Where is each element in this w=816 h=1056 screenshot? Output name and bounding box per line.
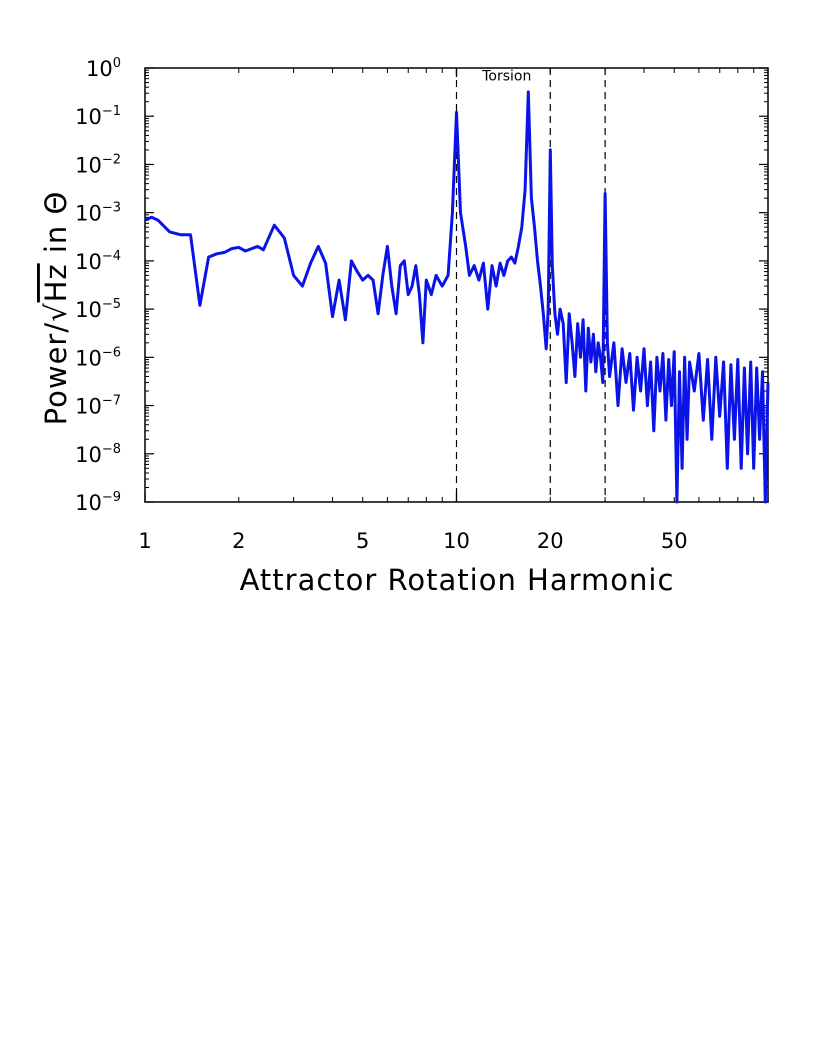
y-tick-label: 10−7 [75,394,121,419]
x-tick-label: 20 [537,529,564,553]
x-tick-label: 5 [356,529,369,553]
y-axis-title-hz: Hz [39,263,73,302]
series-layer [144,90,770,504]
y-tick-label: 10−2 [75,152,121,177]
y-axis-title-sqrt: √ [39,302,73,321]
y-tick-label: 10−9 [75,490,121,515]
y-tick-label: 10−4 [75,249,121,274]
x-tick-label: 1 [138,529,151,553]
annotations: Torsion [481,69,531,85]
annotation-label: Torsion [481,69,531,85]
y-axis-title: Power/√Hz in Θ [39,191,73,426]
spectrum-series-line [144,90,770,504]
y-tick-label: 10−5 [75,297,121,322]
x-axis-title: Attractor Rotation Harmonic [240,563,675,597]
x-tick-label: 50 [661,529,688,553]
y-tick-label: 100 [86,56,121,81]
svg-text:Power/√Hz in Θ: Power/√Hz in Θ [39,191,73,426]
y-axis-title-prefix: Power/ [39,322,73,425]
x-tick-label: 2 [232,529,245,553]
x-tick-labels: 1 2 5 10 20 50 [138,529,687,553]
y-tick-label: 10−1 [75,104,121,129]
y-axis-title-suffix: in Θ [39,191,73,264]
y-tick-label: 10−6 [75,345,121,370]
y-tick-label: 10−3 [75,201,121,226]
x-tick-label: 10 [443,529,470,553]
y-tick-label: 10−8 [75,442,121,467]
y-tick-labels: 100 10−1 10−2 10−3 10−4 10−5 10−6 10−7 10−8 10−9 [75,56,121,515]
